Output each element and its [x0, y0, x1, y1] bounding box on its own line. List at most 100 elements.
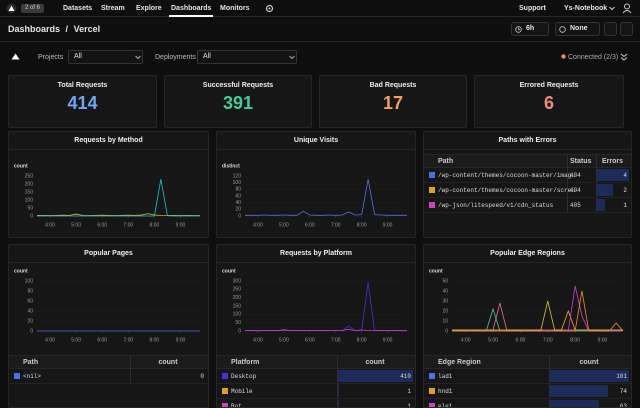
column-divider [549, 355, 550, 407]
x-tick-label: 8:00 [149, 222, 159, 228]
table-header [424, 154, 631, 168]
column-header[interactable]: Edge Region [438, 359, 481, 366]
column-header[interactable]: Errors [601, 158, 623, 165]
support-link[interactable]: Support [519, 5, 546, 12]
table-cell: <nil> [23, 373, 42, 380]
nav-link[interactable]: Monitors [220, 5, 250, 12]
stat-value: 6 [543, 93, 554, 113]
column-header[interactable]: count [365, 359, 385, 366]
branch-button[interactable] [604, 22, 617, 36]
y-axis-label: count [222, 268, 236, 274]
nav-link[interactable]: Stream [101, 5, 125, 12]
panel-title: Requests by Method [74, 137, 143, 144]
row-swatch [429, 373, 435, 379]
nav-link[interactable]: Explore [136, 5, 162, 12]
y-tick-label: 150 [25, 189, 34, 195]
column-divider [130, 355, 131, 384]
column-header[interactable]: Path [438, 158, 454, 165]
y-tick-label: 0 [30, 328, 33, 334]
chevron [289, 55, 295, 60]
panel-divider [217, 149, 415, 150]
series-line [245, 282, 407, 332]
nav-link[interactable]: Dashboards [169, 0, 214, 17]
count-bar [338, 370, 413, 382]
x-tick-label: 9:00 [598, 337, 608, 343]
y-axis-label: count [14, 268, 28, 274]
column-header[interactable]: Status [570, 158, 592, 165]
y-tick-label: 0 [445, 328, 448, 334]
nav-link[interactable]: Datasets [63, 5, 93, 12]
y-tick-label: 100 [233, 180, 242, 186]
workspace-menu[interactable]: Ys-Notebook [564, 5, 608, 12]
table-cell: Bot [231, 403, 242, 408]
breadcrumb-separator: / [65, 24, 69, 34]
y-tick-label: 40 [235, 200, 241, 206]
expand-icon[interactable] [620, 53, 628, 61]
table-cell: 410 [400, 373, 411, 380]
x-tick-label: 6:00 [97, 222, 107, 228]
y-tick-label: 200 [25, 181, 34, 187]
y-tick-label: 0 [30, 213, 33, 219]
row-swatch [222, 403, 228, 407]
breadcrumb: Dashboards / Vercel [8, 24, 100, 34]
badge: 2 of 6 [21, 4, 45, 13]
x-tick-label: 7:00 [123, 337, 133, 343]
x-tick-label: 7:00 [543, 337, 553, 343]
series-line [37, 179, 200, 217]
row-divider [424, 197, 631, 198]
column-header[interactable]: count [579, 359, 599, 366]
x-tick-label: 8:00 [357, 337, 367, 343]
history-icon [559, 26, 566, 33]
breadcrumb-section[interactable]: Dashboards [8, 24, 61, 34]
table-header [424, 355, 631, 369]
collapse-icon[interactable] [11, 53, 20, 60]
table-header [217, 355, 415, 369]
panel: Requests by Method count 0 50 100 150 200 250 4:… [8, 131, 209, 238]
table-cell: 405 [570, 202, 581, 209]
panel-divider [9, 149, 208, 150]
stat-card: Successful Requests 391 [164, 75, 312, 128]
column-header[interactable]: Platform [231, 359, 260, 366]
column-divider [596, 154, 597, 213]
logo[interactable] [6, 3, 17, 14]
table-cell: 74 [619, 388, 627, 395]
column-header[interactable]: count [158, 359, 178, 366]
y-tick-label: 40 [27, 308, 33, 314]
row-swatch [222, 388, 228, 394]
table-cell: 1 [407, 388, 411, 395]
link-button[interactable] [620, 22, 633, 36]
panel: Unique Visits distinct 0 20 40 60 80 100 120 4:00… [216, 131, 416, 238]
projects-select[interactable]: All [68, 50, 143, 64]
table-cell: 101 [616, 373, 627, 380]
deployments-select[interactable]: All [197, 50, 297, 64]
panel-title: Unique Visits [293, 137, 339, 144]
y-tick-label: 60 [27, 298, 33, 304]
x-tick-label: 6:00 [97, 337, 107, 343]
row-swatch [14, 373, 20, 379]
user-icon[interactable] [622, 3, 632, 14]
table-cell: 1 [407, 403, 411, 408]
y-tick-label: 300 [233, 278, 242, 284]
table-cell: 4 [623, 172, 627, 179]
y-axis-label: count [14, 163, 28, 169]
compare-button[interactable]: None [555, 22, 600, 36]
column-header[interactable]: Path [23, 359, 39, 366]
row-swatch [429, 388, 435, 394]
time-range-button[interactable]: 6h [511, 22, 549, 36]
top-nav: 2 of 6 Support Ys-Notebook Datasets Strea… [0, 0, 640, 17]
y-tick-label: 200 [233, 295, 242, 301]
row-divider [217, 398, 415, 399]
panel-divider [424, 149, 631, 150]
settings-icon[interactable] [265, 4, 274, 13]
chart: count 0 50 100 150 200 250 300 4:00 5:00 6:00 7:00 8… [222, 268, 407, 343]
series-line [37, 213, 200, 216]
y-tick-label: 250 [233, 287, 242, 293]
y-tick-label: 100 [25, 278, 34, 284]
count-bar [550, 385, 608, 397]
connection-status: Connected (2/3) [568, 54, 619, 61]
panel-divider [9, 262, 208, 263]
x-tick-label: 4:00 [45, 337, 55, 343]
compare: None [570, 25, 588, 32]
